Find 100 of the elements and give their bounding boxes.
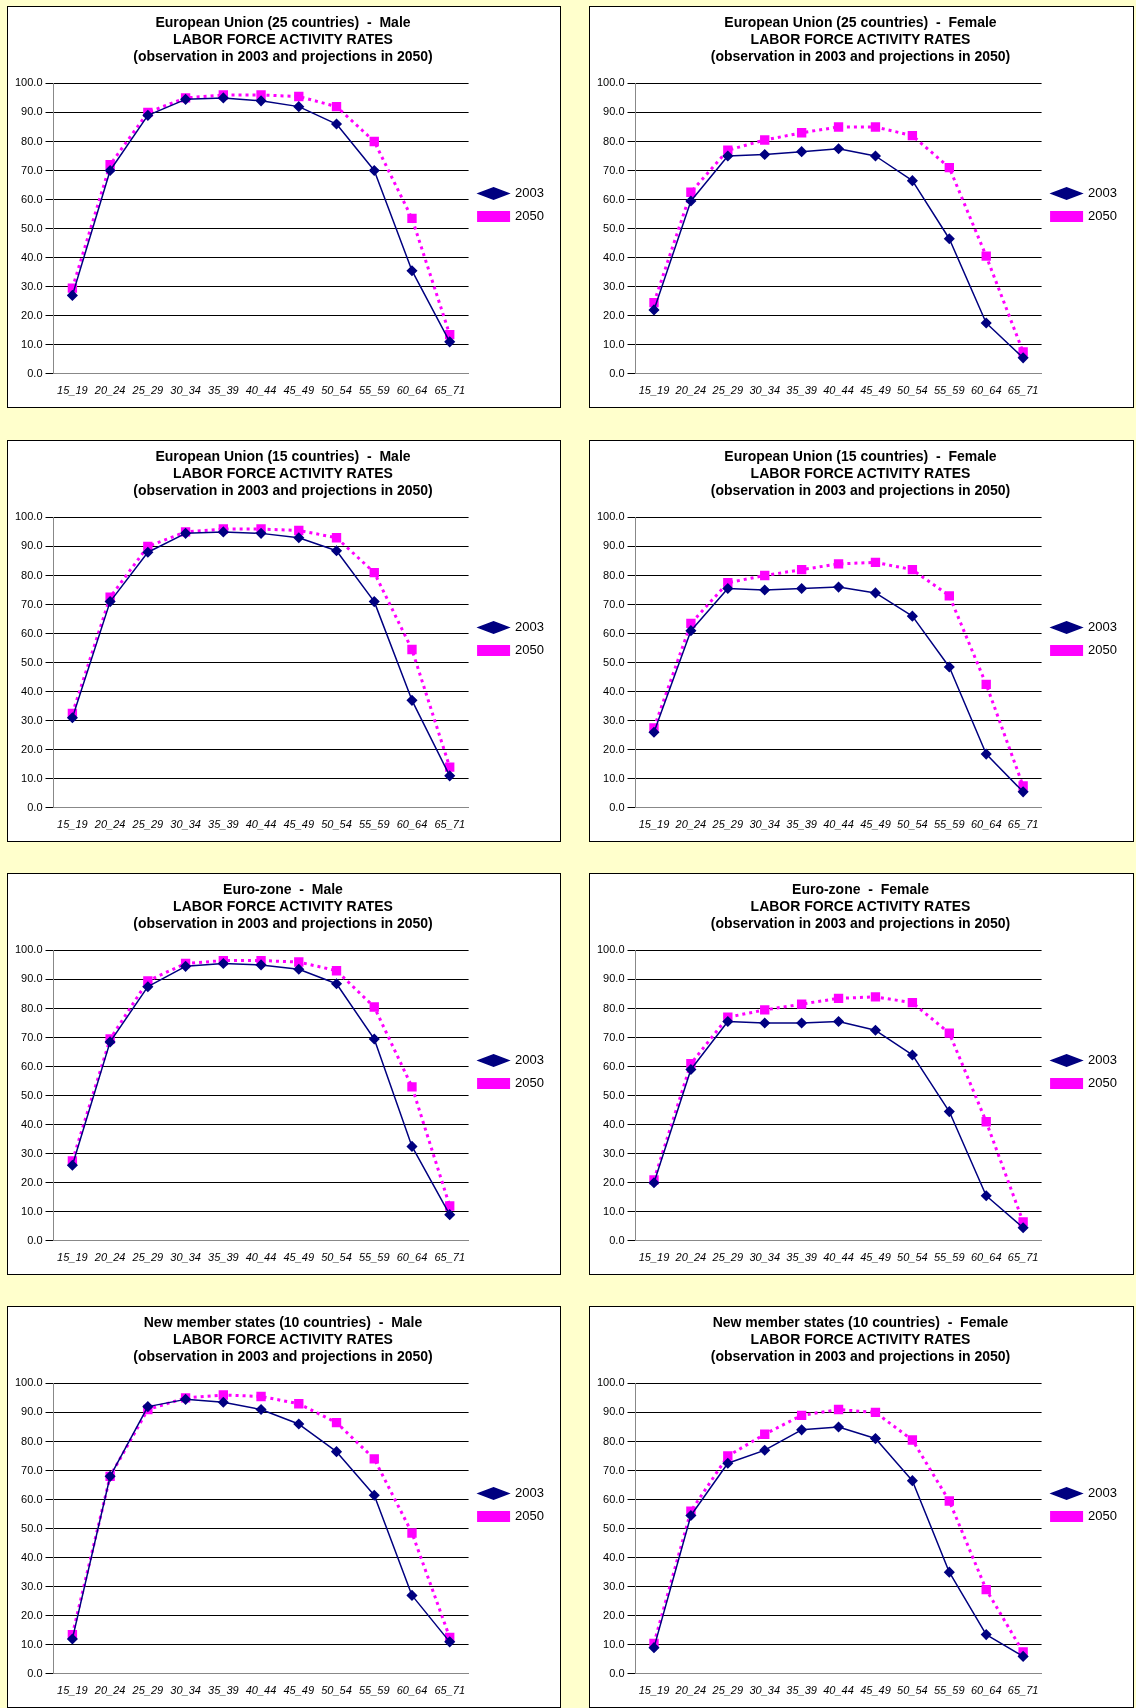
y-tick-label: 50.0 (603, 1521, 625, 1534)
y-tick-label: 90.0 (21, 105, 43, 118)
x-tick-label: 30_34 (170, 384, 201, 397)
y-tick-label: 0.0 (27, 800, 43, 813)
chart-title: European Union (25 countries) - Female LABOR FORCE ACTIVITY RATES (observation in 2003 and projections in 2050) (710, 14, 1011, 64)
y-tick-label: 100.0 (15, 76, 43, 89)
x-tick-label: 40_44 (823, 1251, 854, 1264)
legend-label: 2050 (1088, 208, 1117, 224)
x-tick-label: 50_54 (321, 1251, 352, 1264)
y-tick-label: 60.0 (603, 192, 625, 205)
legend-label: 2003 (1088, 1485, 1117, 1501)
x-tick-label: 65_71 (1007, 1684, 1039, 1697)
x-tick-label: 55_59 (358, 1251, 390, 1264)
x-tick-label: 25_29 (711, 384, 744, 397)
y-tick-label: 100.0 (597, 76, 625, 89)
y-tick-label: 60.0 (21, 1492, 43, 1505)
y-tick-label: 70.0 (21, 1030, 43, 1043)
x-tick-label: 35_39 (786, 818, 817, 831)
x-tick-label: 20_24 (674, 1684, 707, 1697)
x-tick-label: 20_24 (93, 384, 126, 397)
x-tick-label: 35_39 (208, 1251, 239, 1264)
x-tick-label: 50_54 (897, 1251, 928, 1264)
y-tick-label: 0.0 (609, 366, 625, 379)
x-tick-label: 15_19 (638, 1251, 670, 1264)
x-tick-label: 65_71 (434, 818, 466, 831)
x-tick-label: 25_29 (131, 1251, 164, 1264)
y-tick-label: 80.0 (603, 1001, 625, 1014)
x-tick-label: 35_39 (786, 384, 817, 397)
y-tick-label: 100.0 (597, 943, 625, 956)
x-tick-label: 20_24 (93, 818, 126, 831)
x-tick-label: 20_24 (93, 1251, 126, 1264)
x-tick-label: 40_44 (823, 818, 854, 831)
x-tick-label: 60_64 (396, 1251, 428, 1264)
y-tick-label: 70.0 (603, 597, 625, 610)
y-tick-label: 80.0 (603, 1434, 625, 1447)
x-tick-label: 50_54 (321, 384, 352, 397)
legend-label: 2003 (515, 619, 544, 635)
x-tick-label: 15_19 (638, 818, 670, 831)
x-tick-label: 50_54 (321, 818, 352, 831)
y-tick-label: 70.0 (21, 1463, 43, 1476)
y-tick-label: 70.0 (21, 597, 43, 610)
x-tick-label: 55_59 (934, 1684, 965, 1697)
chart-title: European Union (15 countries) - Female LABOR FORCE ACTIVITY RATES (observation in 2003 and projections in 2050) (710, 448, 1011, 498)
y-tick-label: 10.0 (21, 337, 43, 350)
x-tick-label: 65_71 (1007, 1251, 1039, 1264)
x-tick-label: 45_49 (283, 1251, 315, 1264)
y-tick-label: 50.0 (21, 1521, 43, 1534)
x-tick-label: 55_59 (934, 384, 965, 397)
y-tick-label: 40.0 (603, 250, 625, 263)
y-tick-label: 80.0 (21, 1001, 43, 1014)
y-tick-label: 40.0 (21, 684, 43, 697)
legend-label: 2003 (1088, 185, 1117, 201)
x-tick-label: 25_29 (711, 1251, 744, 1264)
x-tick-label: 50_54 (897, 818, 928, 831)
x-tick-label: 45_49 (283, 384, 315, 397)
y-tick-label: 20.0 (21, 1608, 43, 1621)
x-tick-label: 35_39 (208, 818, 239, 831)
y-tick-label: 40.0 (603, 1117, 625, 1130)
y-tick-label: 0.0 (609, 800, 625, 813)
y-tick-label: 90.0 (603, 1405, 625, 1418)
y-tick-label: 30.0 (603, 1579, 625, 1592)
x-tick-label: 30_34 (749, 1684, 781, 1697)
x-tick-label: 30_34 (749, 1251, 781, 1264)
y-tick-label: 20.0 (603, 1175, 625, 1188)
y-tick-label: 40.0 (603, 1550, 625, 1563)
y-tick-label: 30.0 (603, 713, 625, 726)
y-tick-label: 30.0 (603, 279, 625, 292)
y-tick-label: 50.0 (603, 221, 625, 234)
x-tick-label: 25_29 (131, 818, 164, 831)
y-tick-label: 70.0 (21, 163, 43, 176)
y-tick-label: 10.0 (603, 337, 625, 350)
y-tick-label: 40.0 (603, 684, 625, 697)
y-tick-label: 10.0 (21, 1637, 43, 1650)
legend-label: 2003 (1088, 619, 1117, 635)
x-tick-label: 40_44 (245, 1251, 277, 1264)
x-tick-label: 65_71 (434, 384, 466, 397)
x-tick-label: 20_24 (674, 818, 707, 831)
y-tick-label: 60.0 (21, 192, 43, 205)
x-tick-label: 45_49 (860, 384, 891, 397)
y-tick-label: 20.0 (21, 742, 43, 755)
x-tick-label: 30_34 (170, 1251, 201, 1264)
y-tick-label: 70.0 (603, 163, 625, 176)
y-tick-label: 90.0 (21, 972, 43, 985)
y-tick-label: 50.0 (21, 655, 43, 668)
y-tick-label: 80.0 (603, 568, 625, 581)
x-tick-label: 45_49 (860, 818, 891, 831)
chart-title: European Union (25 countries) - Male LABOR FORCE ACTIVITY RATES (observation in 2003 and projections in 2050) (133, 14, 433, 64)
y-tick-label: 90.0 (21, 539, 43, 552)
y-tick-label: 80.0 (603, 134, 625, 147)
y-tick-label: 90.0 (21, 1405, 43, 1418)
y-tick-label: 0.0 (27, 1666, 43, 1679)
y-tick-label: 0.0 (609, 1666, 625, 1679)
y-tick-label: 40.0 (21, 1550, 43, 1563)
y-tick-label: 90.0 (603, 972, 625, 985)
y-tick-label: 30.0 (21, 1146, 43, 1159)
x-tick-label: 60_64 (396, 818, 428, 831)
x-tick-label: 15_19 (57, 384, 88, 397)
y-tick-label: 10.0 (603, 1204, 625, 1217)
legend-label: 2003 (1088, 1052, 1117, 1068)
x-tick-label: 20_24 (674, 1251, 707, 1264)
